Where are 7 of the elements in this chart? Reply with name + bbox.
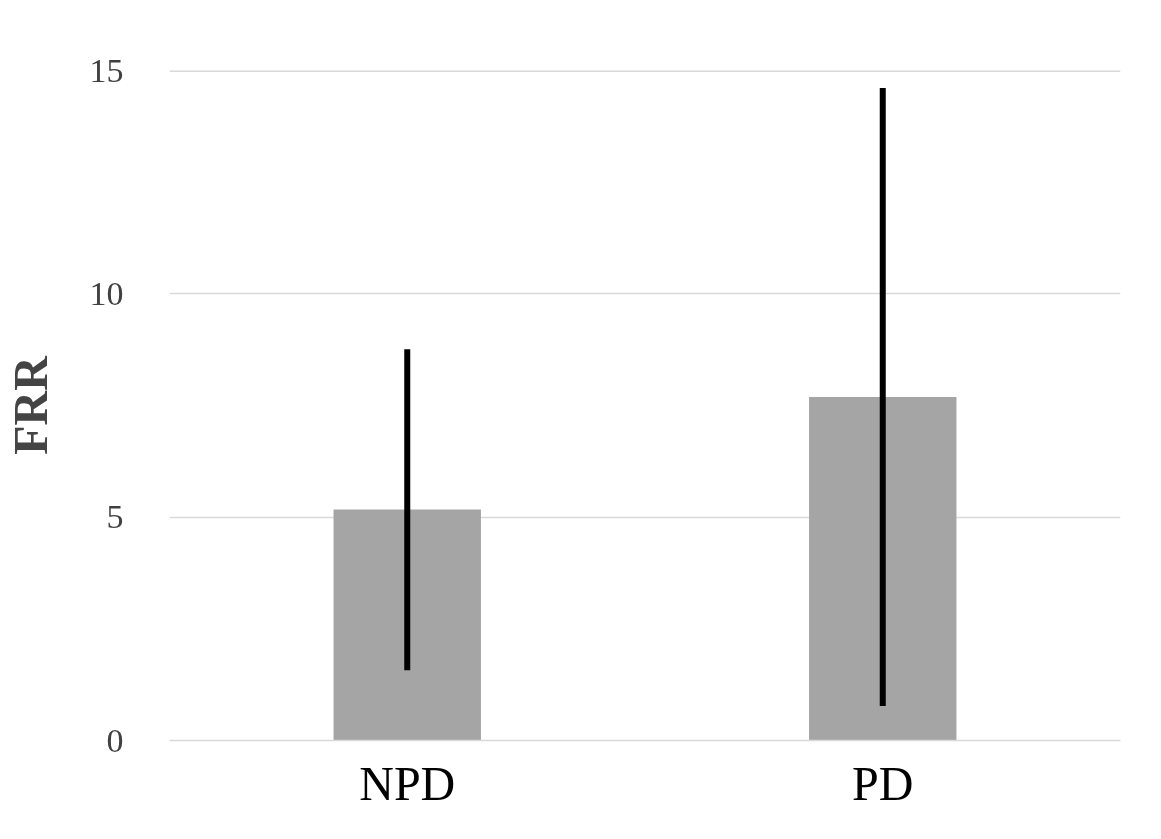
x-tick-label: NPD [359, 756, 456, 810]
y-tick-label: 5 [106, 498, 124, 536]
y-tick-label: 0 [106, 721, 124, 759]
y-tick-label: 10 [89, 274, 124, 312]
y-axis-title: FRR [3, 354, 57, 455]
y-tick-label: 15 [89, 51, 124, 89]
x-tick-label: PD [852, 756, 914, 810]
